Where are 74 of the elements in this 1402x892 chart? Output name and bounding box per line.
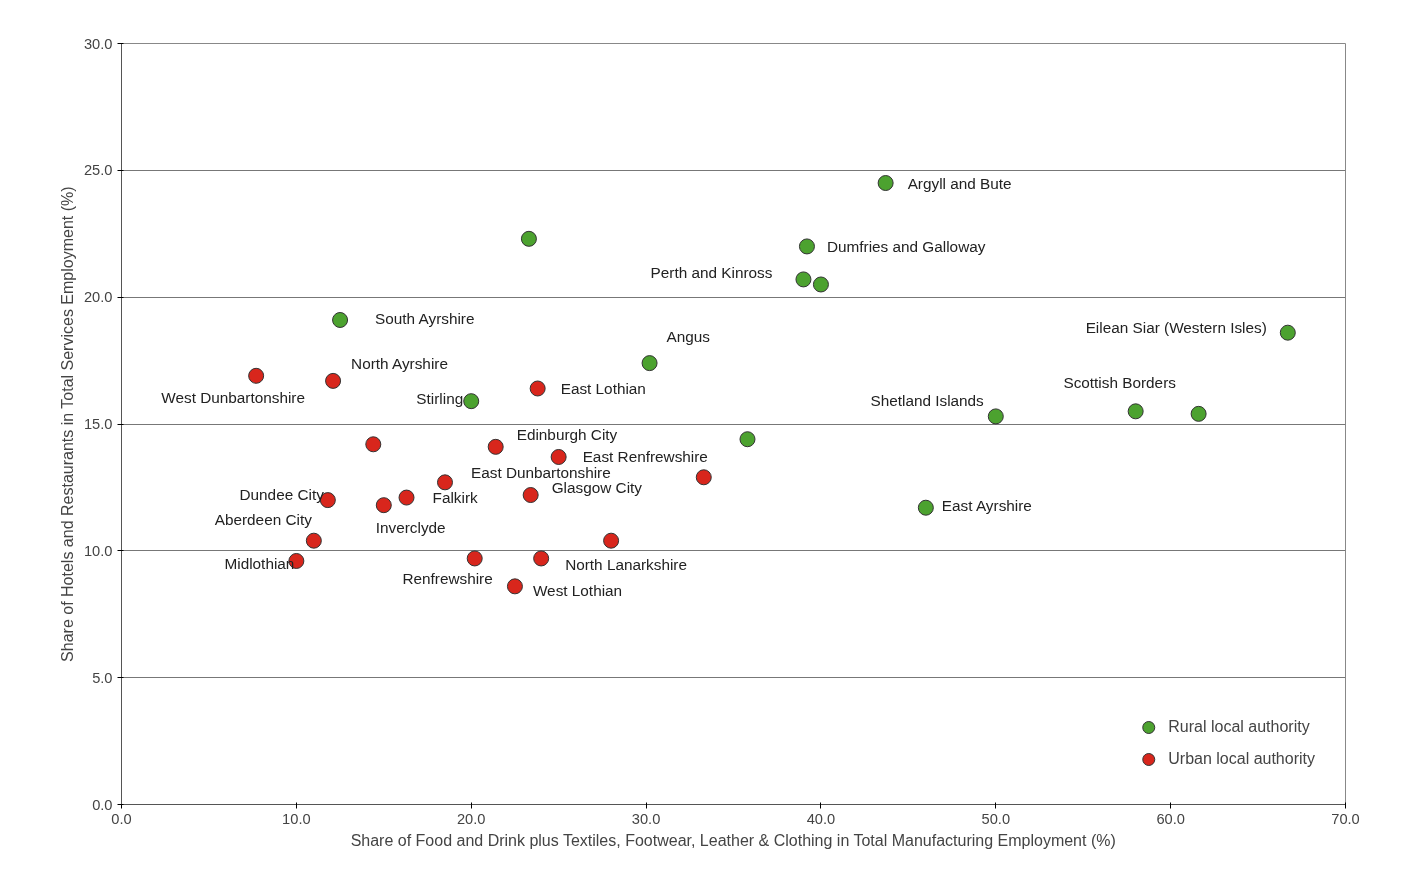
point	[1190, 405, 1207, 422]
point	[798, 238, 815, 255]
annotation: East Ayrshire	[941, 497, 1032, 515]
point	[375, 497, 392, 514]
x-tick-label: 20.0	[456, 810, 486, 827]
point	[695, 469, 712, 486]
y-tick-label: 5.0	[92, 669, 113, 686]
point	[487, 438, 504, 455]
point	[641, 355, 658, 372]
y-axis-title: Share of Hotels and Restaurants in Total Services Employment (%)	[58, 186, 76, 662]
annotation: West Lothian	[532, 581, 623, 599]
y-tick-label: 20.0	[83, 289, 113, 306]
annotation: Falkirk	[432, 489, 478, 507]
x-tick-label: 10.0	[282, 810, 311, 827]
annotation: Midlothian	[224, 555, 295, 573]
point	[463, 393, 480, 410]
point	[812, 276, 829, 293]
y-tick-label: 0.0	[92, 796, 113, 813]
point	[877, 175, 894, 191]
annotation: North Ayrshire	[351, 355, 448, 373]
point	[603, 532, 620, 549]
annotation: Edinburgh City	[516, 426, 618, 444]
point	[466, 550, 483, 567]
point	[520, 230, 537, 247]
point	[248, 367, 265, 384]
x-tick-label: 60.0	[1156, 810, 1185, 827]
point	[506, 578, 523, 595]
legend-label: Rural local authority	[1168, 718, 1310, 736]
annotation: West Dunbartonshire	[161, 389, 305, 407]
annotation: South Ayrshire	[375, 310, 475, 328]
annotation: Argyll and Bute	[907, 174, 1012, 192]
annotation: Stirling	[416, 389, 464, 407]
annotation: East Renfrewshire	[582, 448, 708, 466]
point	[436, 474, 453, 491]
point	[522, 487, 539, 504]
annotation: Renfrewshire	[402, 569, 493, 587]
legend-label: Urban local authority	[1168, 750, 1315, 768]
annotation: East Dunbartonshire	[470, 463, 611, 481]
y-tick-label: 30.0	[83, 35, 113, 52]
x-tick-label: 70.0	[1331, 810, 1360, 827]
point	[1127, 403, 1144, 420]
annotation: Perth and Kinross	[650, 263, 773, 281]
point	[365, 436, 382, 453]
point	[529, 380, 546, 397]
annotation: Angus	[666, 327, 711, 345]
x-tick-label: 50.0	[981, 810, 1011, 827]
annotation: Shetland Islands	[870, 391, 985, 409]
annotation: Scottish Borders	[1063, 373, 1177, 391]
annotation: Dundee City	[239, 485, 325, 503]
point	[1279, 324, 1296, 341]
y-tick-label: 15.0	[83, 416, 113, 432]
point	[550, 448, 567, 465]
x-tick-label: 0.0	[111, 810, 132, 827]
annotation: Glasgow City	[551, 478, 643, 496]
y-tick-label: 25.0	[83, 162, 113, 179]
annotation: Aberdeen City	[214, 511, 313, 529]
point	[305, 532, 322, 549]
point	[533, 550, 550, 567]
annotation: Eilean Siar (Western Isles)	[1085, 319, 1267, 337]
point	[332, 312, 349, 328]
annotation: North Lanarkshire	[565, 555, 687, 573]
point	[739, 431, 756, 448]
point	[398, 489, 415, 506]
y-tick-label: 10.0	[83, 542, 113, 559]
x-tick-label: 40.0	[806, 810, 836, 827]
point	[987, 408, 1004, 425]
annotation: Inverclyde	[375, 518, 446, 536]
annotation: Dumfries and Galloway	[826, 237, 986, 255]
point	[325, 372, 342, 389]
x-axis-title: Share of Food and Drink plus Textiles, Footwear, Leather & Clothing in Total Manufacturing Employment (%)	[350, 831, 1116, 849]
x-tick-label: 30.0	[631, 810, 661, 827]
point	[917, 499, 934, 516]
annotation: East Lothian	[560, 379, 646, 397]
point	[795, 271, 812, 288]
